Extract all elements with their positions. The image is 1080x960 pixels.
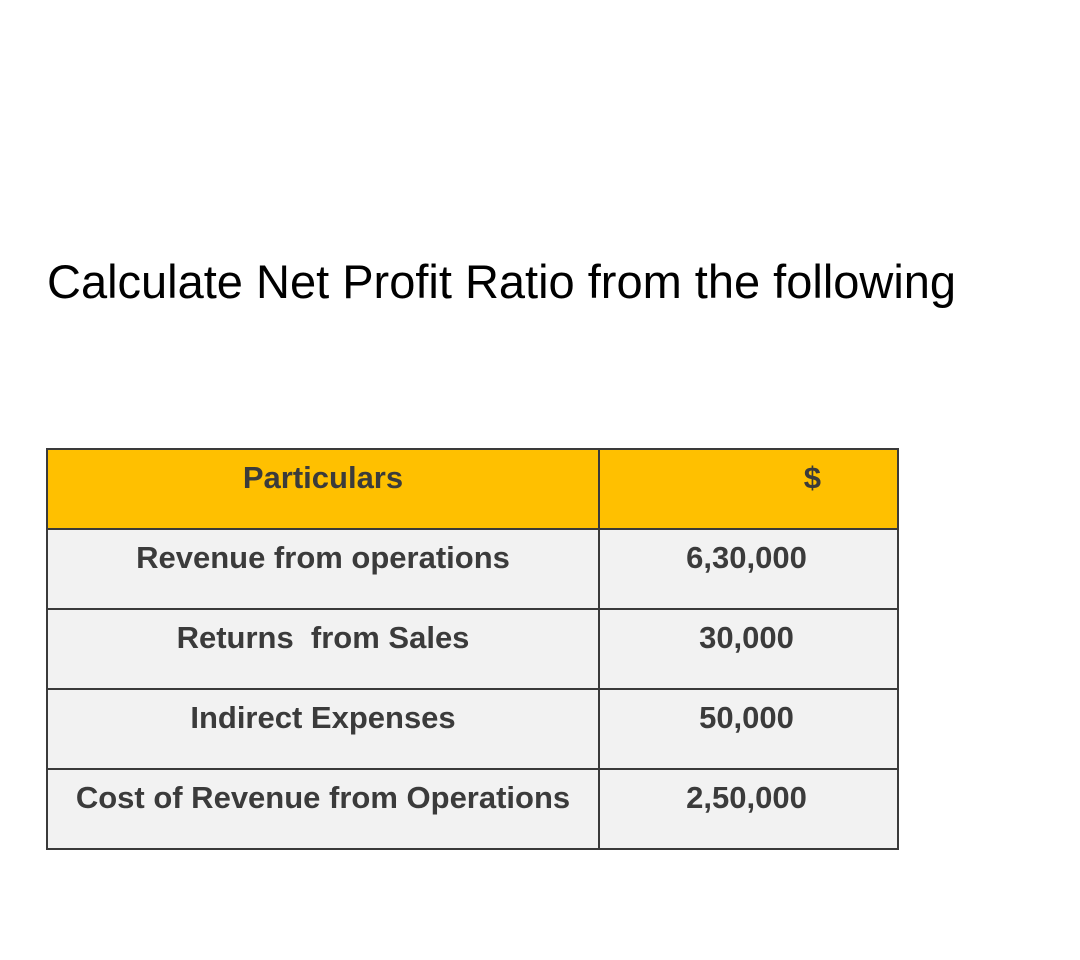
table-row: Indirect Expenses 50,000: [46, 688, 899, 770]
column-header-amount: $: [598, 448, 899, 530]
table-row: Cost of Revenue from Operations 2,50,000: [46, 768, 899, 850]
amount-cell: 2,50,000: [598, 768, 899, 850]
particular-cell: Returns from Sales: [46, 608, 600, 690]
particular-cell: Cost of Revenue from Operations: [46, 768, 600, 850]
column-header-particulars: Particulars: [46, 448, 600, 530]
table-row: Revenue from operations 6,30,000: [46, 528, 899, 610]
table-header-row: Particulars $: [46, 448, 899, 530]
particular-cell: Indirect Expenses: [46, 688, 600, 770]
table-row: Returns from Sales 30,000: [46, 608, 899, 690]
particular-cell: Revenue from operations: [46, 528, 600, 610]
amount-cell: 30,000: [598, 608, 899, 690]
data-table: Particulars $ Revenue from operations 6,…: [46, 448, 899, 850]
amount-cell: 6,30,000: [598, 528, 899, 610]
amount-cell: 50,000: [598, 688, 899, 770]
page-title: Calculate Net Profit Ratio from the foll…: [47, 255, 957, 308]
